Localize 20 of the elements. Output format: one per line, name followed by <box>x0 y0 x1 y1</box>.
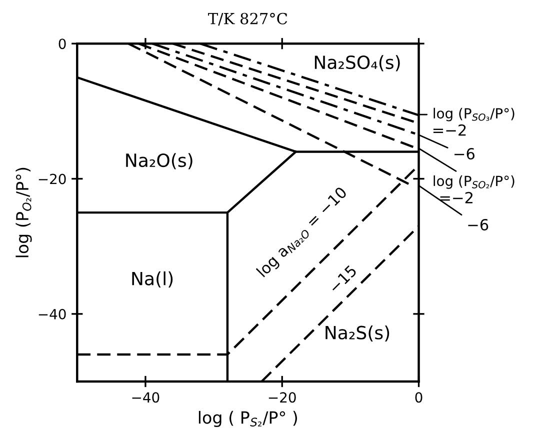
chart-title: T/K 827°C <box>208 12 288 26</box>
y-axis-title: log (P$_{O₂}$/P°) <box>16 168 32 258</box>
x-tick-label: 0 <box>415 392 422 403</box>
x-tick-label: −40 <box>132 392 160 403</box>
y-tick-label: 0 <box>58 38 66 50</box>
annotation: Na(l) <box>132 271 173 288</box>
annotation: Na₂O(s) <box>126 153 192 170</box>
x-axis-title: log ( P$_{S₂}$/P° ) <box>198 410 297 428</box>
text: log (P$_{SO₂}$/P°) <box>434 175 514 189</box>
y-tick-label: −40 <box>38 308 66 320</box>
y-tick-label: −20 <box>38 174 66 184</box>
text: −6 <box>454 148 474 160</box>
text: −6 <box>468 218 488 230</box>
x-tick-label: −20 <box>268 392 296 403</box>
annotation: −15 <box>328 264 358 294</box>
text: =−2 <box>433 124 466 136</box>
text: =−2 <box>440 192 472 204</box>
annotation: Na₂SO₄(s) <box>314 55 400 72</box>
text: log (P$_{SO₃}$/P°) <box>434 108 514 122</box>
annotation: Na₂S(s) <box>326 325 390 342</box>
